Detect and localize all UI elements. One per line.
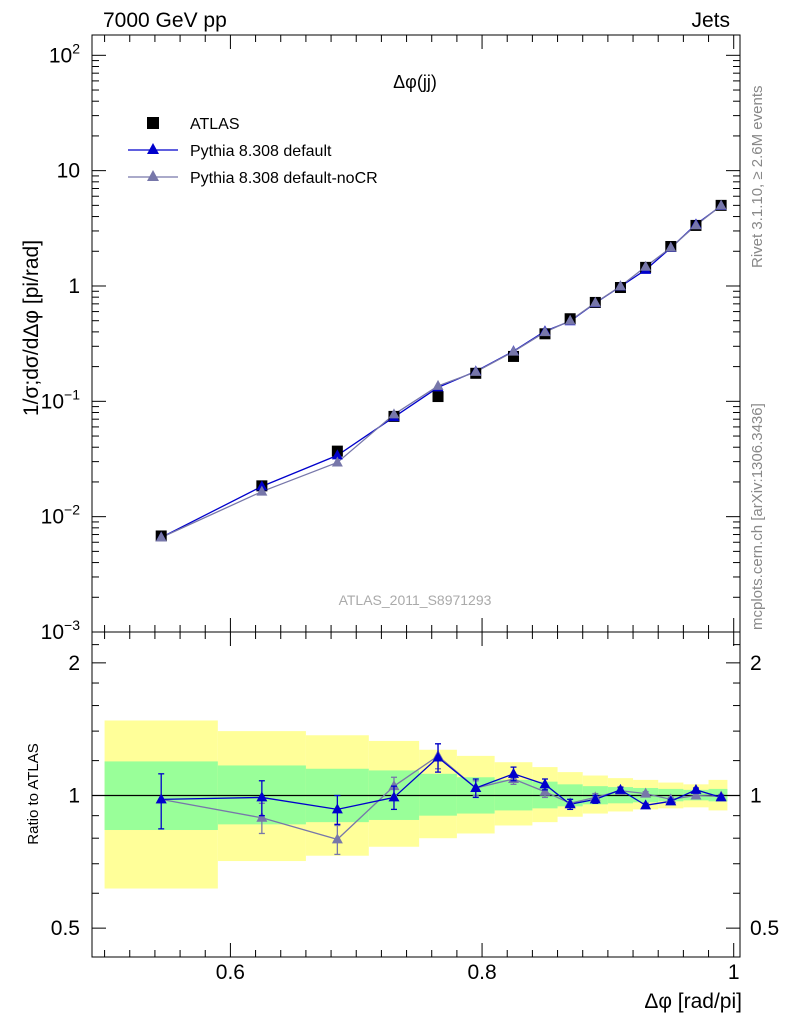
x-tick-label-1: 0.8 bbox=[467, 961, 496, 984]
point-pythia-8-308-default-nocr-3 bbox=[388, 408, 400, 419]
ratio-point-pythia-8-308-default-9 bbox=[589, 793, 601, 804]
point-pythia-8-308-default-nocr-7 bbox=[539, 326, 551, 337]
x-tick-label-2: 1 bbox=[728, 961, 740, 984]
ratio-point-pythia-8-308-default-2 bbox=[331, 803, 343, 814]
point-pythia-8-308-default-nocr-14 bbox=[715, 199, 727, 210]
point-pythia-8-308-default-nocr-5 bbox=[470, 365, 482, 376]
ratio-point-pythia-8-308-default-8 bbox=[564, 798, 576, 809]
x-axis-label: Δφ [rad/pi] bbox=[644, 990, 742, 1013]
plot-title: Δφ(jj) bbox=[393, 72, 437, 92]
rivet-label: Rivet 3.1.10, ≥ 2.6M events bbox=[749, 86, 766, 269]
x-tick-label-0: 0.6 bbox=[216, 961, 245, 984]
ratio-ytick-label-left-0: 0.5 bbox=[51, 917, 80, 940]
legend-label-atlas: ATLAS bbox=[190, 116, 240, 133]
point-pythia-8-308-default-nocr-1 bbox=[256, 485, 268, 496]
legend: ATLAS Pythia 8.308 default Pythia 8.308 … bbox=[128, 116, 378, 187]
point-atlas-4 bbox=[432, 391, 444, 403]
source-label: mcplots.cern.ch [arXiv:1306.3436] bbox=[749, 403, 766, 630]
legend-marker-pythia-nocr bbox=[147, 170, 159, 181]
upper-ytick-label-1: 10 bbox=[57, 160, 80, 183]
point-pythia-8-308-default-nocr-4 bbox=[432, 379, 444, 390]
upper-ytick-label-2: 1 bbox=[68, 275, 80, 298]
upper-series-markers bbox=[155, 199, 727, 542]
ratio-point-pythia-8-308-default-7 bbox=[539, 778, 551, 789]
ratio-point-pythia-8-308-default-1 bbox=[256, 791, 268, 802]
ratio-point-pythia-8-308-default-14 bbox=[715, 791, 727, 802]
point-pythia-8-308-default-nocr-6 bbox=[508, 345, 520, 356]
ratio-point-pythia-8-308-default-nocr-2 bbox=[331, 833, 343, 844]
ratio-series-markers bbox=[155, 743, 727, 856]
ratio-ytick-label-left-1: 1 bbox=[68, 784, 80, 807]
ratio-y-tick-labels: 0.5 0.5 1 1 2 2 bbox=[51, 652, 779, 940]
upper-y-tick-labels: 102 10 1 10−1 10−2 10−3 bbox=[41, 40, 81, 644]
ratio-ytick-label-right-0: 0.5 bbox=[750, 917, 779, 940]
point-pythia-8-308-default-nocr-9 bbox=[589, 296, 601, 307]
ratio-point-pythia-8-308-default-6 bbox=[508, 767, 520, 778]
ratio-point-pythia-8-308-default-5 bbox=[470, 781, 482, 792]
ratio-ytick-label-right-1: 1 bbox=[750, 784, 762, 807]
point-pythia-8-308-default-nocr-12 bbox=[665, 241, 677, 252]
ratio-point-pythia-8-308-default-nocr-7 bbox=[539, 785, 551, 796]
legend-label-pythia-default: Pythia 8.308 default bbox=[190, 143, 332, 160]
point-pythia-8-308-default-nocr-0 bbox=[155, 531, 167, 542]
legend-marker-pythia-default bbox=[147, 143, 159, 154]
ratio-point-pythia-8-308-default-4 bbox=[432, 751, 444, 762]
energy-label: 7000 GeV pp bbox=[103, 9, 227, 32]
point-pythia-8-308-default-nocr-11 bbox=[640, 260, 652, 271]
ratio-point-pythia-8-308-default-nocr-1 bbox=[256, 811, 268, 822]
point-atlas-6 bbox=[508, 350, 520, 362]
process-label: Jets bbox=[691, 9, 730, 32]
ratio-point-pythia-8-308-default-10 bbox=[614, 783, 626, 794]
upper-y-axis-label: 1/σ;dσ/dΔφ [pi/rad] bbox=[20, 240, 43, 416]
ratio-x-tick-labels: 0.6 0.8 1 bbox=[216, 961, 740, 984]
ratio-y-axis-label: Ratio to ATLAS bbox=[25, 743, 42, 844]
legend-label-pythia-nocr: Pythia 8.308 default-noCR bbox=[190, 170, 378, 187]
ratio-point-pythia-8-308-default-0 bbox=[155, 793, 167, 804]
point-pythia-8-308-default-nocr-10 bbox=[614, 280, 626, 291]
legend-marker-atlas bbox=[147, 117, 159, 129]
point-pythia-8-308-default-2 bbox=[331, 449, 343, 460]
ratio-point-pythia-8-308-default-3 bbox=[388, 791, 400, 802]
point-pythia-8-308-default-nocr-8 bbox=[564, 314, 576, 325]
ratio-point-pythia-8-308-default-11 bbox=[640, 799, 652, 810]
ratio-ytick-label-left-2: 2 bbox=[68, 652, 80, 675]
point-pythia-8-308-default-nocr-13 bbox=[690, 219, 702, 230]
point-pythia-8-308-default-nocr-2 bbox=[331, 456, 343, 467]
ratio-point-pythia-8-308-default-12 bbox=[665, 795, 677, 806]
ratio-ytick-label-right-2: 2 bbox=[750, 652, 762, 675]
upper-ytick-label-5: 10−3 bbox=[41, 617, 81, 644]
upper-ytick-label-4: 10−2 bbox=[41, 502, 81, 529]
analysis-watermark: ATLAS_2011_S8971293 bbox=[339, 592, 492, 608]
ratio-frame bbox=[91, 631, 741, 958]
upper-ytick-label-0: 102 bbox=[49, 40, 80, 67]
ratio-point-pythia-8-308-default-13 bbox=[690, 783, 702, 794]
ratio-point-pythia-8-308-default-nocr-11 bbox=[640, 787, 652, 798]
ratio-band-inner-4 bbox=[419, 773, 457, 816]
upper-ytick-label-3: 10−1 bbox=[41, 386, 81, 413]
ratio-point-pythia-8-308-default-nocr-3 bbox=[388, 780, 400, 791]
ratio-axis-ticks bbox=[92, 632, 740, 957]
point-pythia-8-308-default-1 bbox=[256, 480, 268, 491]
ratio-point-pythia-8-308-default-nocr-13 bbox=[690, 789, 702, 800]
upper-axis-ticks bbox=[92, 35, 740, 633]
